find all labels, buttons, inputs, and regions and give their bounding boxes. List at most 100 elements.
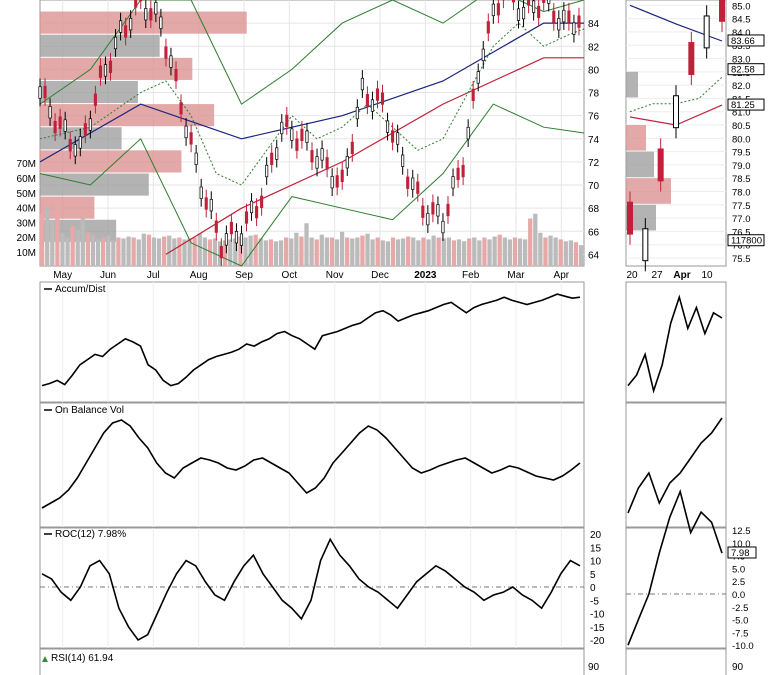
candle-body (537, 5, 541, 19)
candle-body (330, 176, 334, 189)
price-lines (38, 0, 585, 267)
volume-bar (456, 239, 462, 266)
volume-profile-bar (40, 34, 160, 57)
candle-body (426, 212, 430, 226)
price-x-tick: Oct (282, 270, 298, 281)
volume-bar (248, 235, 253, 266)
candle-body (577, 15, 581, 28)
price-panel: 64 66 68 70 72 74 76 78 80 82 84 10M 20M 30M 40M 50M 60… (17, 0, 600, 281)
rsi-y-tick: 90 (588, 662, 600, 673)
ma-200-line (165, 57, 584, 255)
roc-zoom-y-tick: -5.0 (732, 616, 748, 627)
obv-line (41, 419, 581, 509)
volume-bar (136, 239, 141, 266)
volume-bar (162, 236, 167, 266)
candle-body (184, 125, 188, 139)
volume-bar (243, 237, 248, 266)
zoom-y-tick: 76.5 (732, 227, 751, 238)
candle-body (380, 92, 385, 105)
roc-zoom-value-box (727, 546, 757, 559)
candle-body (310, 150, 314, 163)
candle-body (265, 164, 269, 178)
volume-bar (528, 218, 533, 266)
candle-body (300, 128, 304, 142)
candle-body (234, 231, 238, 244)
accum-dist-zoom-frame (625, 281, 727, 403)
candle-body (174, 69, 178, 82)
zoom-y-tick: 78.5 (732, 174, 751, 185)
volume-bar (85, 232, 91, 266)
price-y-tick: 82 (588, 42, 600, 53)
volume-bar (65, 237, 70, 266)
volume-bar (329, 237, 335, 266)
zoom-price-label: 82.58 (731, 65, 755, 76)
volume-profile-bar (40, 196, 95, 219)
price-x-tick: Sep (235, 270, 253, 281)
volume-y-axis: 10M 20M 30M 40M 50M 60M 70M (17, 159, 36, 259)
volume-bar (390, 237, 396, 266)
candle-body (542, 0, 546, 3)
candle-body (58, 116, 62, 129)
candle-body (491, 3, 495, 17)
zoom-price-label: 117800 (731, 236, 762, 247)
roc-panel-frame (39, 527, 585, 649)
candle-body (280, 121, 284, 135)
volume-bar (380, 240, 385, 266)
price-y-tick: 72 (588, 158, 600, 169)
price-y-tick: 80 (588, 65, 600, 76)
roc-line (41, 537, 581, 642)
candle-body (159, 16, 163, 29)
candle-body (224, 233, 228, 246)
roc-y-tick: 5 (590, 570, 596, 581)
candle-body (290, 128, 294, 141)
volume-bar (40, 213, 45, 266)
zoom-y-tick: 85.0 (732, 1, 751, 12)
roc-y-tick: -5 (590, 596, 599, 607)
volume-bar (517, 238, 523, 266)
volume-bar (111, 240, 116, 266)
volume-bar (411, 237, 416, 266)
volume-bar (568, 240, 574, 266)
candle-body (108, 60, 113, 73)
zoom-price-label-box (727, 34, 765, 47)
candle-body (396, 132, 400, 145)
rsi-zoom-frame (625, 648, 727, 675)
rsi-zoom-y-tick: 90 (732, 662, 744, 673)
candle-body (345, 156, 349, 169)
volume-bar (472, 237, 477, 266)
candle-body (88, 118, 92, 131)
volume-bar (278, 240, 284, 266)
zoom-y-tick: 80.0 (732, 134, 751, 145)
candle-body (244, 211, 249, 224)
volume-bar (304, 223, 309, 266)
volume-bar (314, 239, 319, 266)
candle-body (169, 55, 173, 68)
zoom-y-tick: 77.5 (732, 201, 751, 212)
roc-y-tick: 0 (590, 583, 596, 594)
roc-zoom-frame (625, 527, 727, 649)
candle-body (164, 46, 168, 59)
volume-profile-bar (40, 57, 193, 80)
roc-zoom-y-tick: 12.5 (732, 526, 751, 537)
volume-bar (151, 237, 157, 266)
volume-bar (223, 240, 228, 266)
volume-bar (75, 229, 80, 266)
candle-body (149, 8, 153, 21)
volume-bar (60, 232, 65, 266)
candle-body (134, 0, 138, 8)
accum-dist-line (41, 293, 581, 387)
volume-bar (339, 231, 345, 266)
candle-body (481, 48, 485, 62)
volume-bar (441, 238, 446, 266)
price-x-tick: May (53, 270, 72, 281)
zoom-y-tick: 84.0 (732, 28, 751, 39)
zoom-y-tick: 80.5 (732, 121, 751, 132)
price-x-tick: Nov (326, 270, 344, 281)
ma-slow-line (39, 22, 584, 163)
price-y-tick: 66 (588, 227, 600, 238)
candle-body (320, 148, 324, 161)
candle-body (562, 9, 566, 23)
volume-bar (345, 237, 350, 266)
candle-body (552, 10, 556, 24)
candle-body (199, 186, 203, 199)
